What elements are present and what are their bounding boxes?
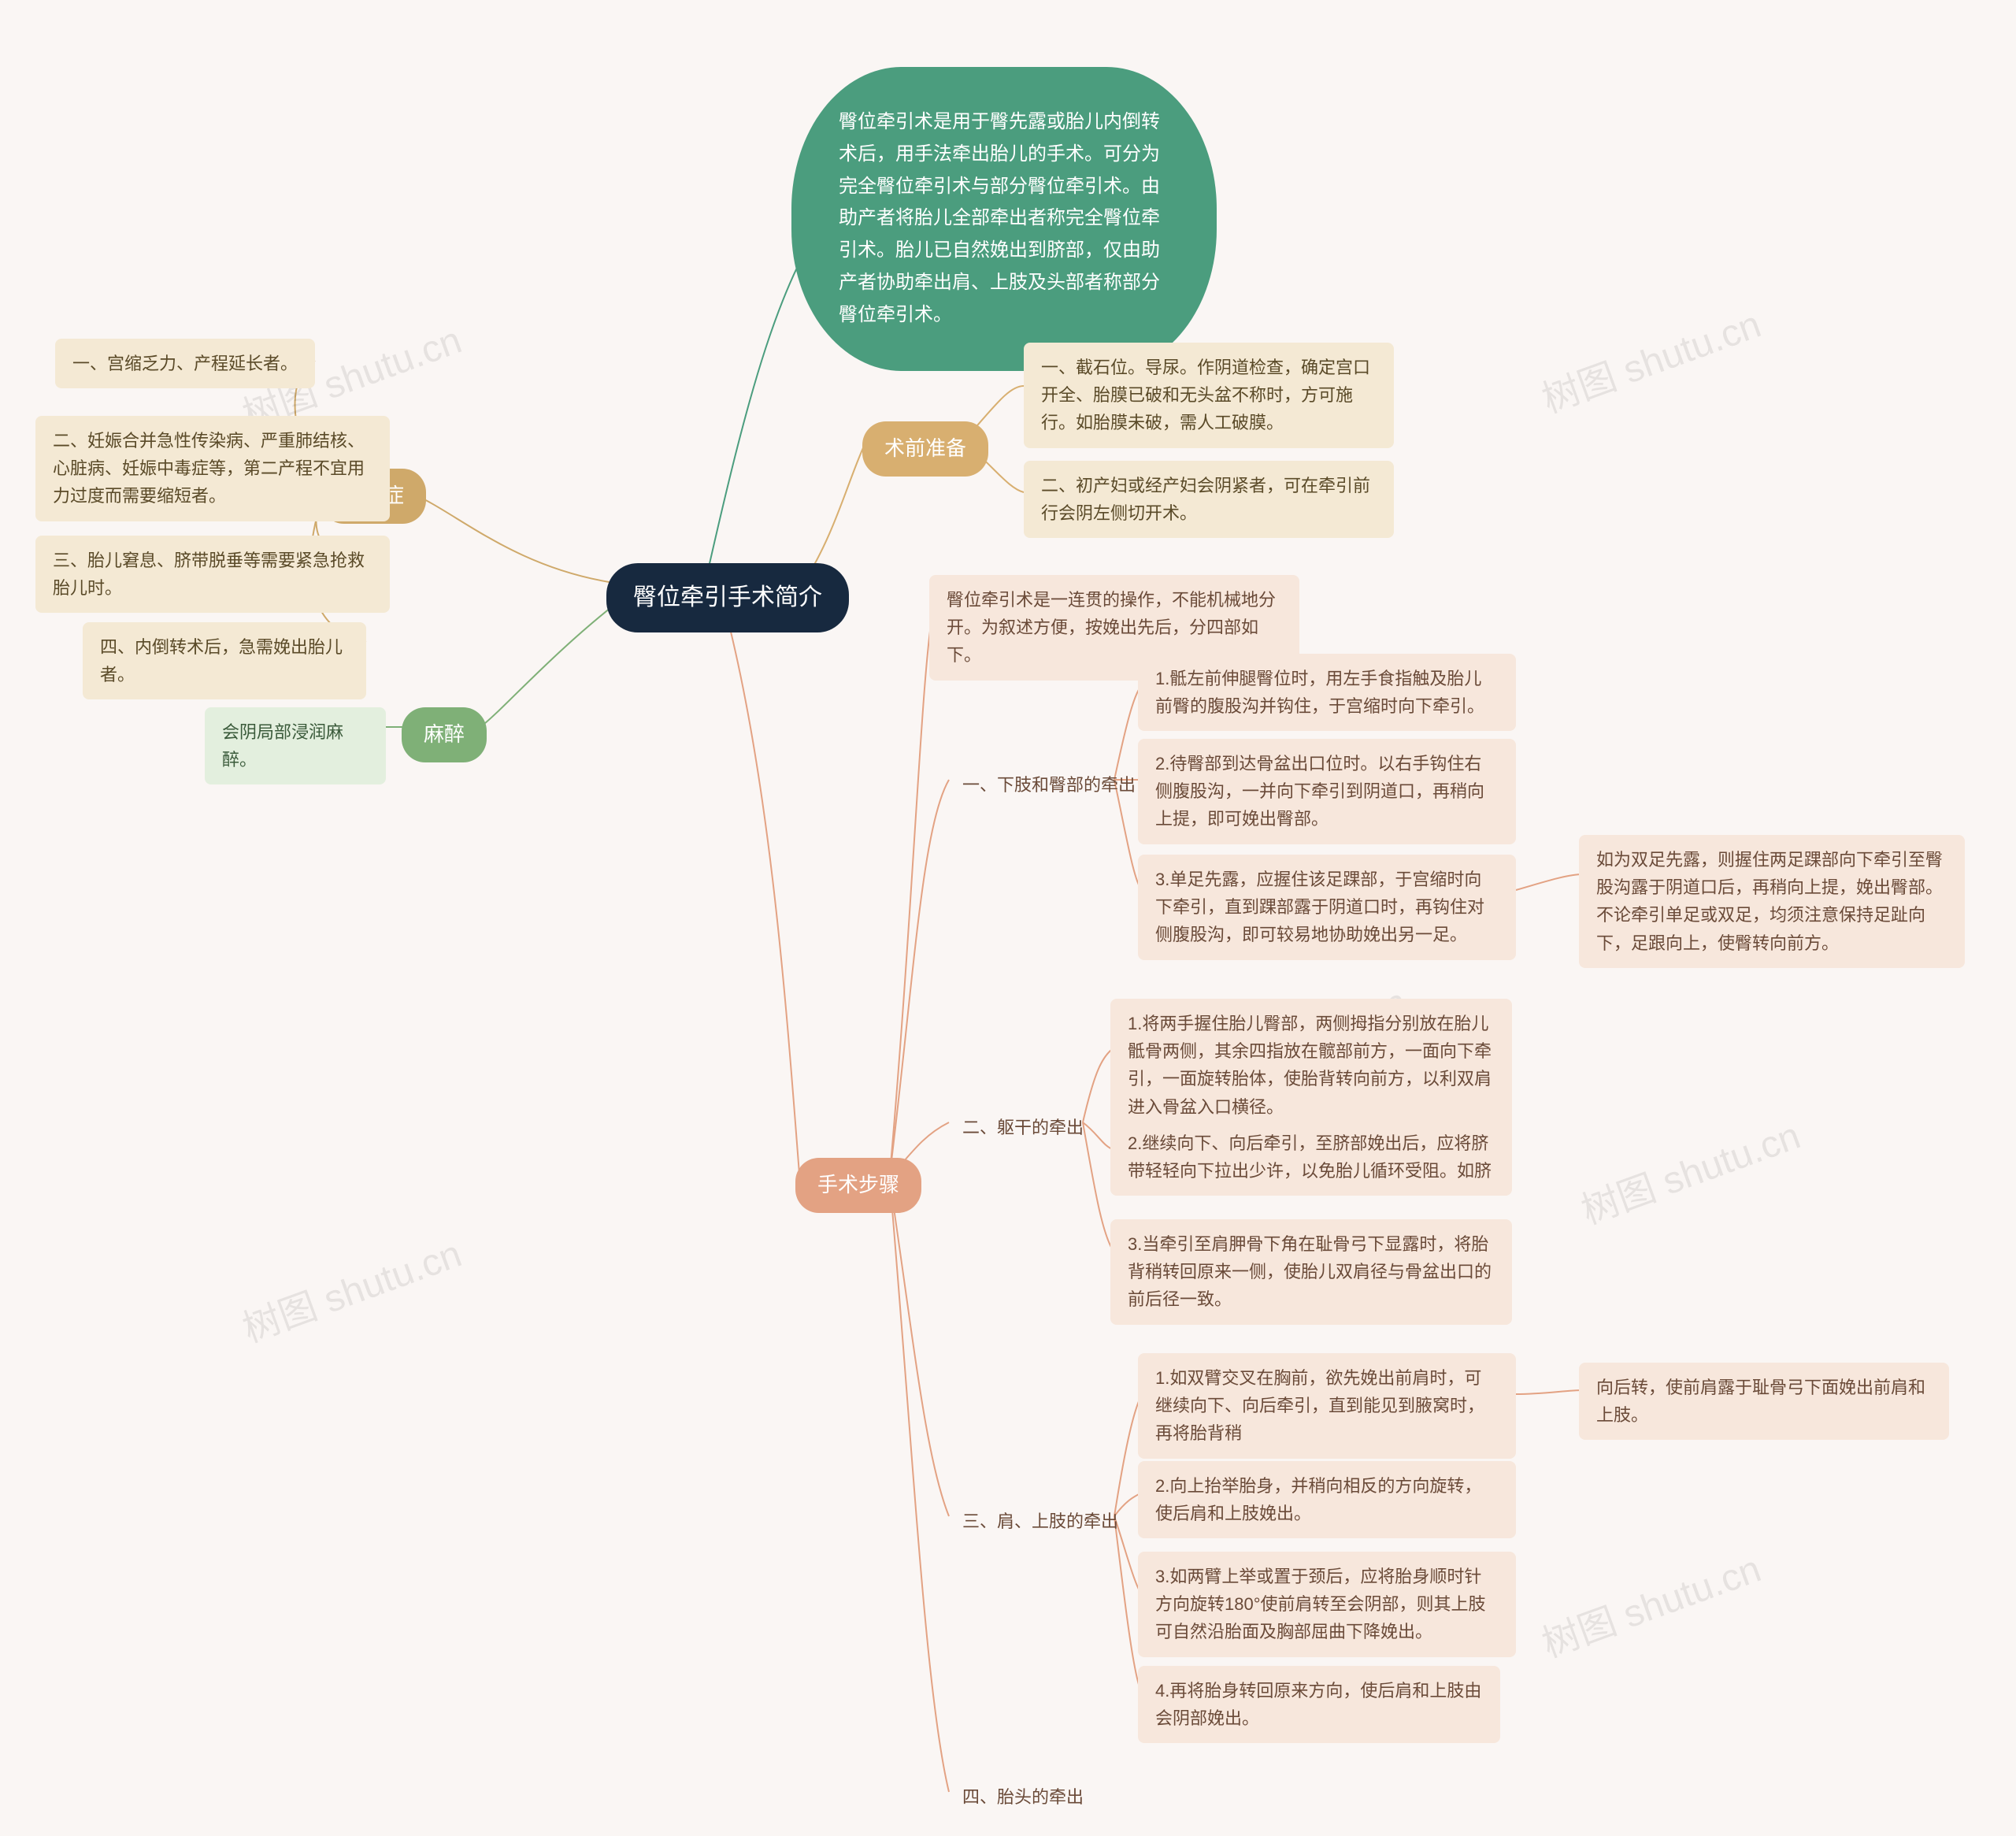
anesthesia-branch[interactable]: 麻醉 [402,707,487,762]
indications-item[interactable]: 二、妊娠合并急性传染病、严重肺结核、心脏病、妊娠中毒症等，第二产程不宜用力过度而… [35,416,390,521]
steps-section-item[interactable]: 1.将两手握住胎儿臀部，两侧拇指分别放在胎儿骶骨两侧，其余四指放在髋部前方，一面… [1110,999,1512,1132]
steps-section-title[interactable]: 一、下肢和臀部的牵出 [945,760,1153,810]
steps-section-item[interactable]: 1.骶左前伸腿臀位时，用左手食指触及胎儿前臀的腹股沟并钩住，于宫缩时向下牵引。 [1138,654,1516,731]
anesthesia-item[interactable]: 会阴局部浸润麻醉。 [205,707,386,784]
steps-section-item[interactable]: 2.继续向下、向后牵引，至脐部娩出后，应将脐带轻轻向下拉出少许，以免胎儿循环受阻… [1110,1118,1512,1196]
steps-section-item[interactable]: 3.当牵引至肩胛骨下角在耻骨弓下显露时，将胎背稍转回原来一侧，使胎儿双肩径与骨盆… [1110,1219,1512,1325]
indications-item[interactable]: 一、宫缩乏力、产程延长者。 [55,339,315,388]
steps-section-item[interactable]: 1.如双臂交叉在胸前，欲先娩出前肩时，可继续向下、向后牵引，直到能见到腋窝时，再… [1138,1353,1516,1459]
steps-section-note[interactable]: 向后转，使前肩露于耻骨弓下面娩出前肩和上肢。 [1579,1363,1949,1440]
watermark: 树图 shutu.cn [1533,293,1767,423]
steps-section-title[interactable]: 三、肩、上肢的牵出 [945,1497,1136,1546]
steps-section-item[interactable]: 2.待臀部到达骨盆出口位时。以右手钩住右侧腹股沟，一并向下牵引到阴道口，再稍向上… [1138,739,1516,844]
steps-section-item[interactable]: 4.再将胎身转回原来方向，使后肩和上肢由会阴部娩出。 [1138,1666,1500,1743]
watermark: 树图 shutu.cn [1573,1104,1807,1234]
indications-item[interactable]: 三、胎儿窘息、脐带脱垂等需要紧急抢救胎儿时。 [35,536,390,613]
steps-section-item[interactable]: 3.如两臂上举或置于颈后，应将胎身顺时针方向旋转180°使前肩转至会阴部，则其上… [1138,1552,1516,1657]
indications-item[interactable]: 四、内倒转术后，急需娩出胎儿者。 [83,622,366,699]
preop-item[interactable]: 一、截石位。导尿。作阴道检查，确定宫口开全、胎膜已破和无头盆不称时，方可施行。如… [1024,343,1394,448]
preop-branch[interactable]: 术前准备 [862,421,988,477]
steps-branch[interactable]: 手术步骤 [795,1158,921,1213]
root-node[interactable]: 臀位牵引手术简介 [606,563,849,632]
definition-node[interactable]: 臀位牵引术是用于臀先露或胎儿内倒转术后，用手法牵出胎儿的手术。可分为完全臀位牵引… [791,67,1217,371]
watermark: 树图 shutu.cn [234,1222,468,1352]
steps-section-title[interactable]: 四、胎头的牵出 [945,1772,1101,1822]
steps-section-note[interactable]: 如为双足先露，则握住两足踝部向下牵引至臀股沟露于阴道口后，再稍向上提，娩出臀部。… [1579,835,1965,968]
watermark: 树图 shutu.cn [1533,1537,1767,1667]
steps-section-title[interactable]: 二、躯干的牵出 [945,1103,1101,1152]
steps-section-item[interactable]: 2.向上抬举胎身，并稍向相反的方向旋转，使后肩和上肢娩出。 [1138,1461,1516,1538]
steps-section-item[interactable]: 3.单足先露，应握住该足踝部，于宫缩时向下牵引，直到踝部露于阴道口时，再钩住对侧… [1138,855,1516,960]
preop-item[interactable]: 二、初产妇或经产妇会阴紧者，可在牵引前行会阴左侧切开术。 [1024,461,1394,538]
